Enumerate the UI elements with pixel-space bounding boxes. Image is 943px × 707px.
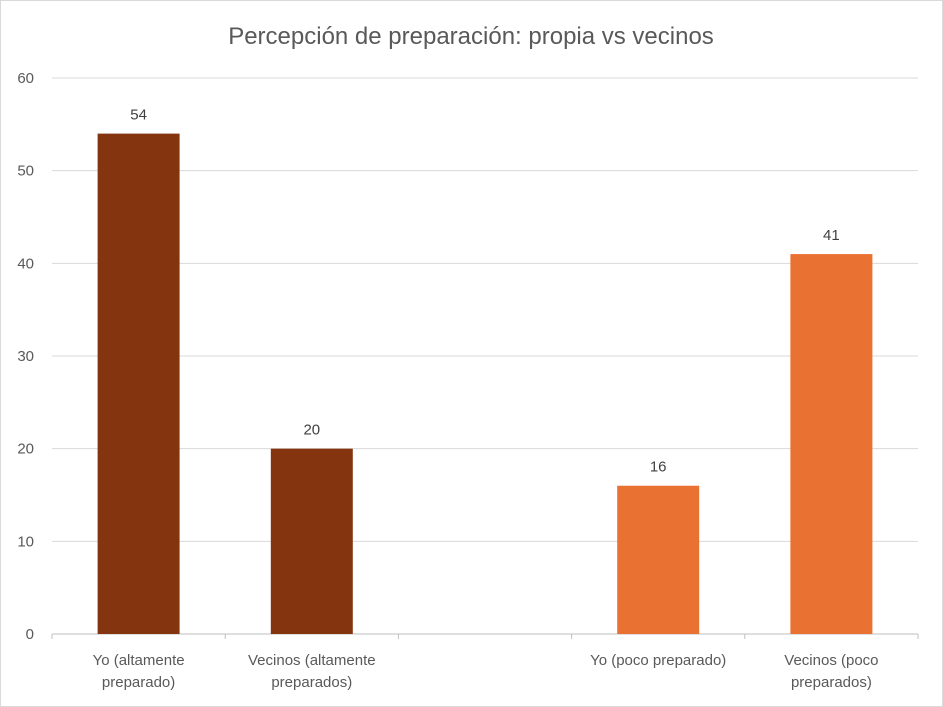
x-category-label: preparado) xyxy=(102,674,175,691)
y-tick-label: 0 xyxy=(26,626,34,643)
x-category-label: preparados) xyxy=(791,674,872,691)
y-tick-label: 40 xyxy=(17,255,34,272)
bar[interactable] xyxy=(270,448,353,634)
y-tick-label: 50 xyxy=(17,163,34,180)
y-tick-label: 30 xyxy=(17,348,34,365)
y-tick-label: 20 xyxy=(17,441,34,458)
x-category-label: Yo (altamente xyxy=(93,652,185,669)
bar[interactable] xyxy=(790,254,873,635)
data-label: 16 xyxy=(650,459,667,476)
x-category-label: preparados) xyxy=(271,674,352,691)
x-category-label: Vecinos (poco xyxy=(784,652,878,669)
x-category-label: Yo (poco preparado) xyxy=(590,652,726,669)
chart-title: Percepción de preparación: propia vs vec… xyxy=(228,23,714,50)
x-category-label: Vecinos (altamente xyxy=(248,652,376,669)
y-tick-label: 10 xyxy=(17,533,34,550)
data-label: 20 xyxy=(303,422,320,439)
data-label: 54 xyxy=(130,107,147,124)
bar[interactable] xyxy=(97,133,180,634)
data-label: 41 xyxy=(823,227,840,244)
bar[interactable] xyxy=(617,485,700,634)
y-tick-label: 60 xyxy=(17,70,34,87)
